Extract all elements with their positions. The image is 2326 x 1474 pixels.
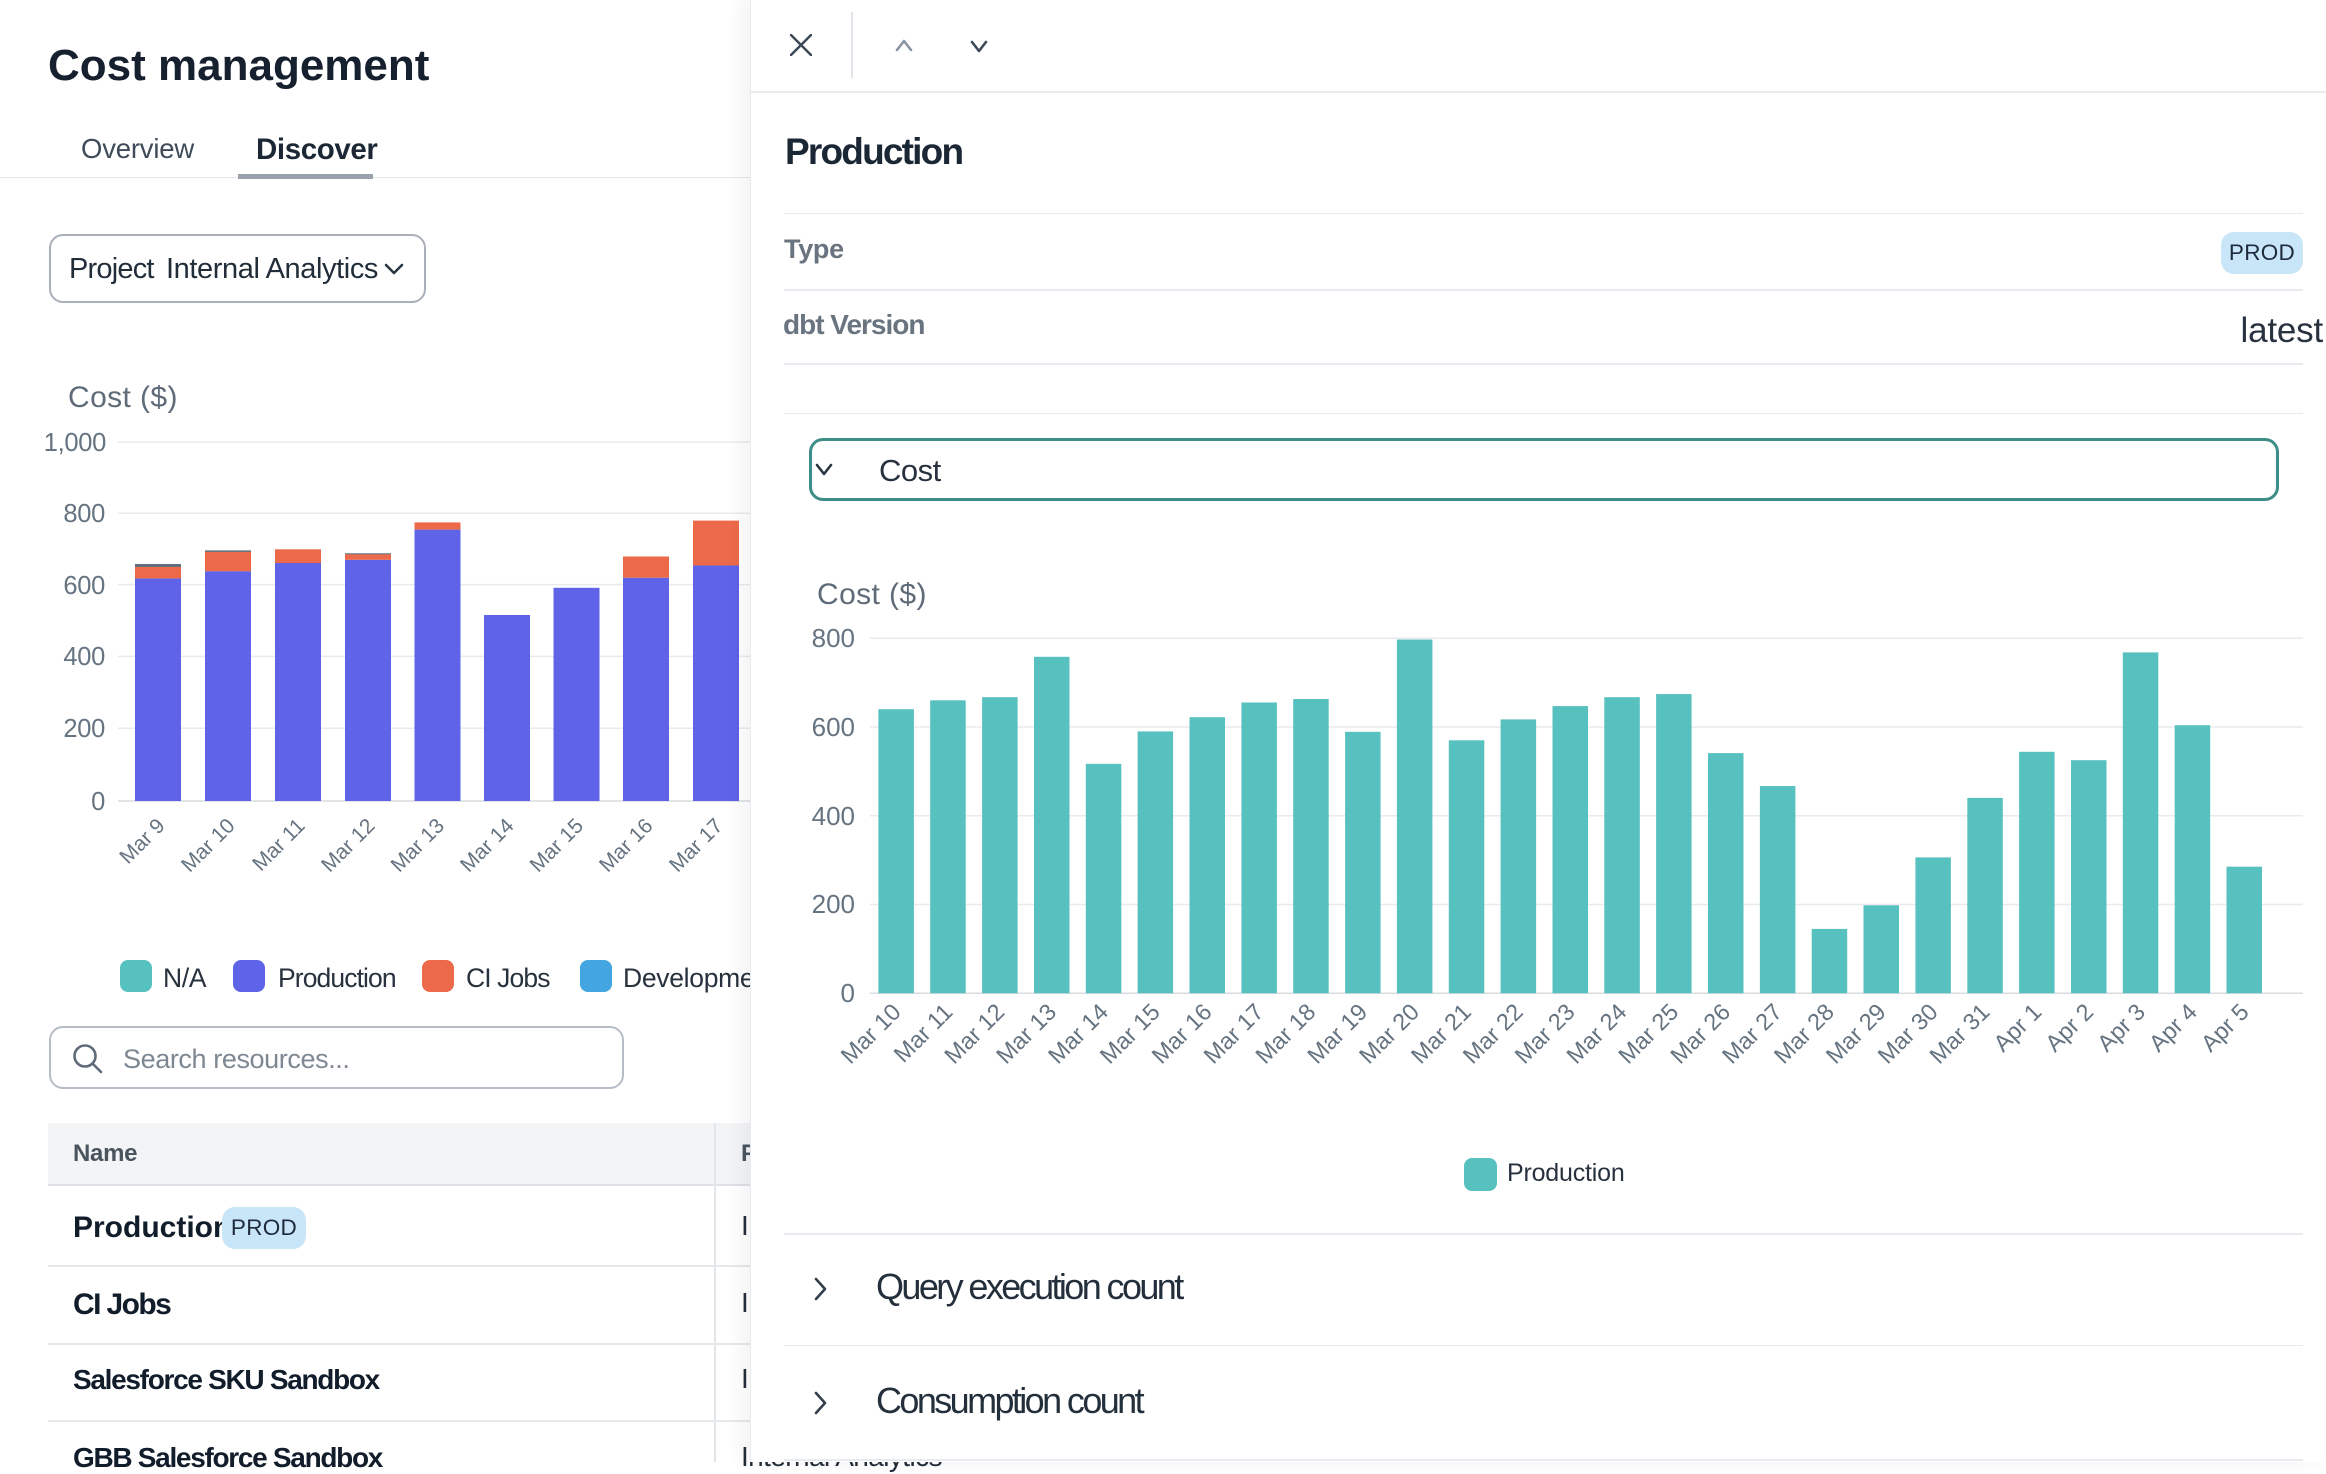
svg-text:400: 400 [63, 643, 105, 671]
svg-text:Mar 12: Mar 12 [317, 814, 379, 876]
svg-text:200: 200 [812, 889, 855, 919]
svg-text:Mar 17: Mar 17 [665, 814, 727, 876]
svg-text:1,000: 1,000 [44, 429, 106, 457]
svg-text:Mar 13: Mar 13 [387, 814, 449, 876]
svg-text:800: 800 [63, 500, 105, 528]
svg-text:Mar 15: Mar 15 [526, 814, 588, 876]
svg-text:200: 200 [63, 715, 105, 743]
svg-text:0: 0 [91, 788, 105, 816]
svg-text:Apr 3: Apr 3 [2092, 999, 2150, 1057]
svg-text:Mar 9: Mar 9 [115, 814, 169, 868]
svg-text:Mar 14: Mar 14 [456, 814, 519, 877]
svg-text:Apr 4: Apr 4 [2144, 999, 2202, 1057]
svg-text:400: 400 [812, 801, 855, 831]
svg-text:Cost ($): Cost ($) [817, 578, 927, 611]
svg-text:Cost ($): Cost ($) [68, 381, 178, 414]
svg-text:Mar 31: Mar 31 [1924, 999, 1994, 1069]
svg-text:Mar 11: Mar 11 [248, 814, 309, 875]
svg-text:Mar 10: Mar 10 [836, 999, 906, 1069]
svg-text:Mar 16: Mar 16 [595, 814, 657, 876]
svg-text:Apr 5: Apr 5 [2196, 999, 2254, 1057]
svg-text:Mar 10: Mar 10 [177, 814, 239, 876]
svg-text:Apr 2: Apr 2 [2040, 999, 2098, 1057]
svg-text:Apr 1: Apr 1 [1988, 999, 2046, 1057]
svg-text:800: 800 [812, 623, 855, 653]
svg-text:0: 0 [841, 978, 855, 1008]
svg-text:600: 600 [812, 712, 855, 742]
svg-text:600: 600 [63, 572, 105, 600]
